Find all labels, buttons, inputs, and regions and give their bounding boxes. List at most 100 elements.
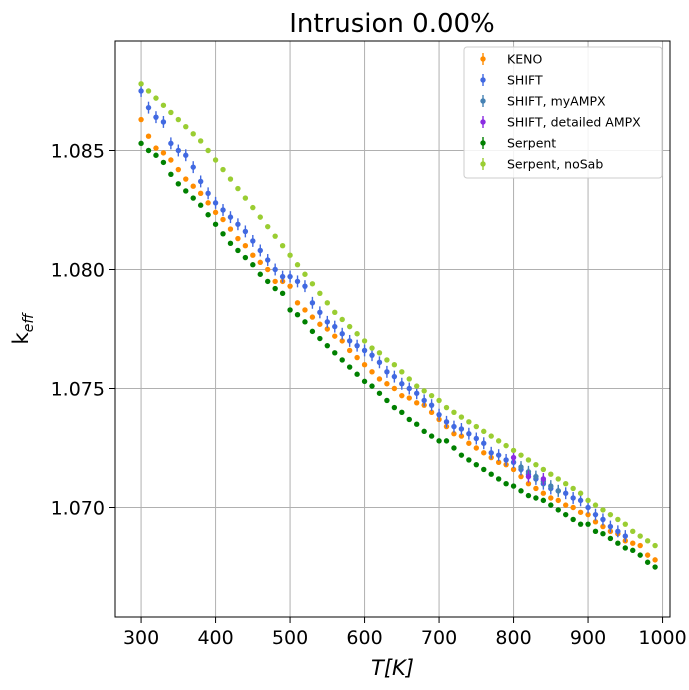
data-point bbox=[615, 540, 621, 546]
data-point bbox=[510, 454, 517, 461]
data-point bbox=[376, 376, 383, 382]
data-point bbox=[391, 404, 398, 411]
data-point bbox=[406, 376, 412, 382]
data-point bbox=[332, 309, 338, 316]
data-point bbox=[555, 488, 561, 494]
data-point bbox=[145, 88, 152, 94]
data-point bbox=[272, 278, 278, 285]
data-point bbox=[227, 226, 234, 232]
data-point bbox=[600, 530, 606, 537]
data-point bbox=[332, 333, 338, 339]
data-point bbox=[212, 221, 219, 227]
data-point bbox=[175, 147, 182, 154]
data-point bbox=[302, 283, 308, 289]
data-point bbox=[652, 564, 658, 570]
data-point bbox=[332, 350, 338, 356]
data-point bbox=[622, 545, 629, 551]
data-point bbox=[481, 428, 487, 435]
data-point bbox=[503, 442, 509, 449]
data-point bbox=[354, 354, 360, 361]
series-4 bbox=[138, 140, 658, 570]
data-point bbox=[458, 426, 465, 432]
series-3 bbox=[510, 451, 547, 485]
data-point bbox=[563, 481, 569, 487]
data-point bbox=[510, 447, 517, 454]
data-point bbox=[294, 278, 301, 285]
legend: KENO SHIFT SHIFT, myAMPX SHIFT, detailed AM… bbox=[463, 46, 663, 179]
data-point bbox=[466, 440, 472, 446]
legend-marker bbox=[480, 119, 486, 125]
data-point bbox=[361, 338, 368, 344]
legend-label: SHIFT, detailed AMPX bbox=[507, 115, 641, 130]
data-point bbox=[577, 521, 584, 527]
y-axis-label-main: k bbox=[9, 331, 33, 344]
legend-label: SHIFT bbox=[507, 73, 543, 88]
data-point bbox=[250, 252, 256, 258]
data-point bbox=[317, 335, 323, 342]
data-point bbox=[592, 511, 599, 518]
x-tick-label: 400 bbox=[197, 627, 233, 649]
data-point bbox=[220, 216, 226, 223]
data-point bbox=[495, 459, 502, 465]
plot-area-frame bbox=[114, 40, 671, 618]
data-point bbox=[227, 176, 234, 182]
data-point bbox=[443, 404, 450, 411]
legend-marker bbox=[480, 161, 486, 167]
x-tick-label: 800 bbox=[495, 627, 531, 649]
legend-marker bbox=[480, 77, 486, 83]
data-point bbox=[622, 533, 629, 539]
data-point bbox=[168, 109, 174, 116]
data-point bbox=[309, 281, 316, 287]
data-point bbox=[168, 140, 174, 147]
legend-label: SHIFT, myAMPX bbox=[507, 94, 606, 109]
data-point bbox=[138, 116, 144, 123]
data-point bbox=[570, 516, 576, 523]
data-point bbox=[637, 552, 643, 558]
y-tick-label: 1.075 bbox=[51, 379, 105, 401]
data-point bbox=[250, 262, 256, 268]
data-point bbox=[451, 431, 457, 437]
data-point bbox=[540, 466, 547, 473]
data-point bbox=[630, 547, 636, 554]
x-tick-label: 700 bbox=[421, 627, 457, 649]
data-point bbox=[585, 497, 591, 504]
data-point bbox=[637, 542, 643, 549]
data-point bbox=[525, 457, 532, 463]
data-point bbox=[414, 390, 420, 396]
data-point bbox=[600, 516, 606, 523]
data-point bbox=[242, 254, 249, 261]
data-point bbox=[592, 502, 599, 508]
data-point bbox=[220, 231, 226, 237]
data-point bbox=[615, 528, 621, 535]
data-point bbox=[272, 233, 278, 239]
data-point bbox=[302, 271, 308, 277]
data-point bbox=[212, 200, 219, 206]
data-point bbox=[540, 490, 547, 496]
data-point bbox=[451, 445, 457, 451]
data-point bbox=[488, 450, 494, 456]
data-point bbox=[443, 438, 450, 444]
data-point bbox=[279, 242, 286, 249]
data-point bbox=[339, 357, 345, 363]
data-point bbox=[339, 316, 345, 323]
data-point bbox=[197, 190, 204, 197]
data-point bbox=[265, 223, 271, 230]
data-point bbox=[414, 383, 420, 389]
data-point bbox=[235, 185, 241, 192]
data-point bbox=[577, 509, 584, 515]
data-point bbox=[205, 147, 211, 154]
data-point bbox=[592, 528, 599, 535]
data-point bbox=[346, 347, 353, 354]
data-point bbox=[518, 452, 524, 458]
data-point bbox=[309, 300, 316, 306]
data-point bbox=[339, 331, 345, 337]
data-point bbox=[190, 164, 196, 170]
legend-marker bbox=[480, 56, 486, 62]
data-point bbox=[138, 140, 144, 147]
data-point bbox=[644, 559, 651, 565]
data-point bbox=[391, 385, 398, 392]
data-point bbox=[294, 312, 301, 318]
data-point bbox=[265, 266, 271, 273]
data-point bbox=[421, 388, 427, 394]
data-point bbox=[510, 483, 517, 489]
